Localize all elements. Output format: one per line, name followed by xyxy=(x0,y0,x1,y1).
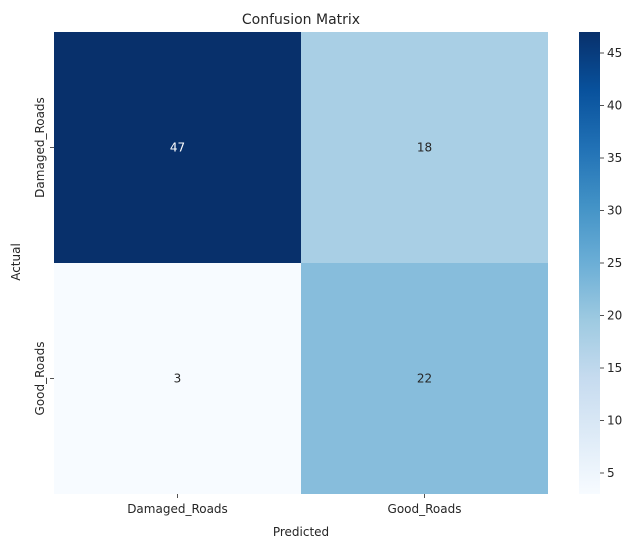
axes: Damaged_Roads Good_Roads Damaged_Roads Good… xyxy=(33,97,461,516)
cell-annotations: 47 18 3 22 xyxy=(170,141,432,386)
colorbar-tick-label-5: 30 xyxy=(607,204,622,218)
colorbar-ticks: 5 10 15 20 25 30 35 40 45 xyxy=(600,46,622,480)
heatmap-cell-1-1 xyxy=(301,263,548,494)
colorbar-tick-label-3: 20 xyxy=(607,309,622,323)
y-tick-label-0: Damaged_Roads xyxy=(33,97,47,198)
y-axis-label: Actual xyxy=(9,243,23,281)
cell-value-1-1: 22 xyxy=(417,372,432,386)
cell-value-1-0: 3 xyxy=(174,372,182,386)
cell-value-0-1: 18 xyxy=(417,141,432,155)
chart-title: Confusion Matrix xyxy=(242,12,360,28)
colorbar-tick-label-7: 40 xyxy=(607,99,622,113)
heatmap-cell-0-0 xyxy=(54,32,301,263)
x-tick-label-0: Damaged_Roads xyxy=(127,502,228,516)
colorbar-tick-label-1: 10 xyxy=(607,414,622,428)
y-tick-label-1: Good_Roads xyxy=(33,342,47,416)
colorbar xyxy=(579,32,600,494)
colorbar-tick-label-0: 5 xyxy=(607,466,615,480)
colorbar-tick-label-4: 25 xyxy=(607,256,622,270)
cell-value-0-0: 47 xyxy=(170,141,185,155)
heatmap-cells xyxy=(54,32,548,494)
heatmap-cell-1-0 xyxy=(54,263,301,494)
colorbar-tick-label-2: 15 xyxy=(607,361,622,375)
colorbar-tick-label-6: 35 xyxy=(607,151,622,165)
x-axis-label: Predicted xyxy=(273,525,329,539)
heatmap-cell-0-1 xyxy=(301,32,548,263)
colorbar-tick-label-8: 45 xyxy=(607,46,622,60)
x-tick-label-1: Good_Roads xyxy=(388,502,462,516)
